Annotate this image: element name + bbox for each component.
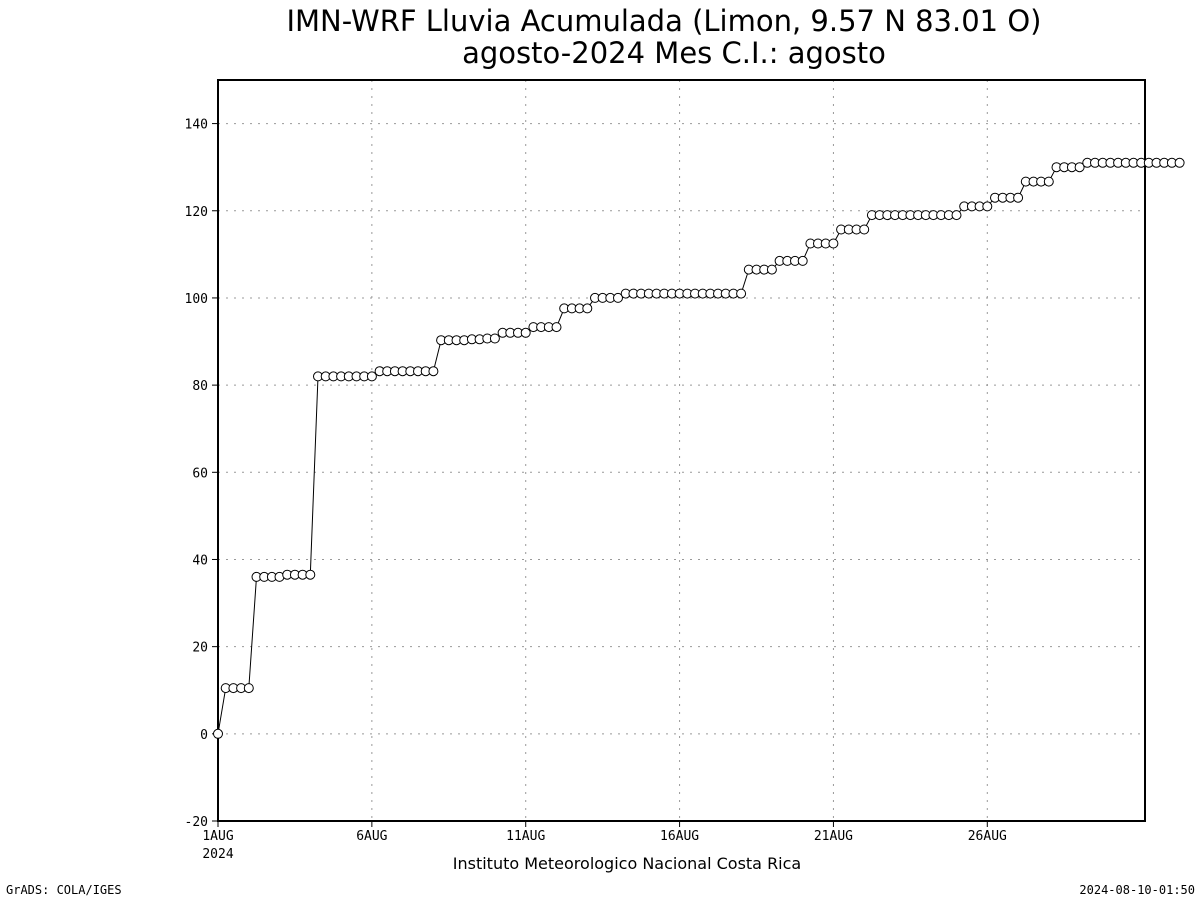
x-tick-label: 6AUG — [356, 829, 387, 844]
y-tick-label: 20 — [192, 641, 208, 656]
chart-title: IMN-WRF Lluvia Acumulada (Limon, 9.57 N … — [286, 4, 1041, 38]
data-point — [982, 201, 993, 212]
y-axis: -20 0 20 40 60 80 100 120 140 — [185, 118, 218, 830]
footer-left: GrADS: COLA/IGES — [6, 883, 122, 897]
data-point — [305, 569, 316, 580]
data-point — [489, 333, 500, 344]
series-line — [217, 162, 1180, 734]
x-tick-label: 1AUG — [202, 829, 233, 844]
data-point — [613, 292, 623, 303]
data-point — [951, 210, 962, 221]
x-axis-label: Instituto Meteorologico Nacional Costa R… — [453, 854, 801, 873]
data-point — [428, 366, 439, 377]
data-point — [859, 224, 870, 235]
data-point — [366, 371, 377, 382]
x-tick-label: 26AUG — [968, 829, 1007, 844]
series-group — [213, 157, 1185, 739]
x-tick-sublabel: 2024 — [202, 847, 233, 862]
grid-lines — [218, 80, 1145, 821]
x-tick-label: 11AUG — [506, 829, 545, 844]
data-point — [582, 303, 593, 314]
x-tick-label: 16AUG — [660, 829, 699, 844]
y-tick-label: 60 — [192, 466, 208, 481]
data-point — [828, 238, 839, 249]
data-point — [797, 255, 808, 266]
y-tick-label: 40 — [192, 553, 208, 568]
data-point — [1174, 157, 1185, 168]
data-point — [1043, 176, 1054, 187]
y-tick-label: 140 — [185, 118, 208, 133]
y-tick-label: 0 — [200, 728, 208, 743]
data-point — [243, 683, 254, 694]
y-tick-label: 80 — [192, 379, 208, 394]
data-point — [736, 288, 747, 299]
data-point — [766, 264, 777, 275]
y-tick-label: -20 — [185, 815, 208, 830]
y-tick-label: 100 — [185, 292, 208, 307]
footer-right: 2024-08-10-01:50 — [1079, 883, 1195, 897]
chart-subtitle: agosto-2024 Mes C.I.: agosto — [462, 36, 886, 70]
data-point — [1013, 192, 1024, 203]
y-tick-label: 120 — [185, 205, 208, 220]
plot-frame — [217, 79, 1146, 822]
data-point — [520, 327, 531, 338]
data-point — [551, 322, 562, 333]
data-point — [1074, 162, 1085, 173]
x-axis: 1AUG 2024 6AUG 11AUG 16AUG 21AUG 26AUG — [202, 821, 1007, 862]
x-tick-label: 21AUG — [814, 829, 853, 844]
data-point — [213, 728, 223, 739]
